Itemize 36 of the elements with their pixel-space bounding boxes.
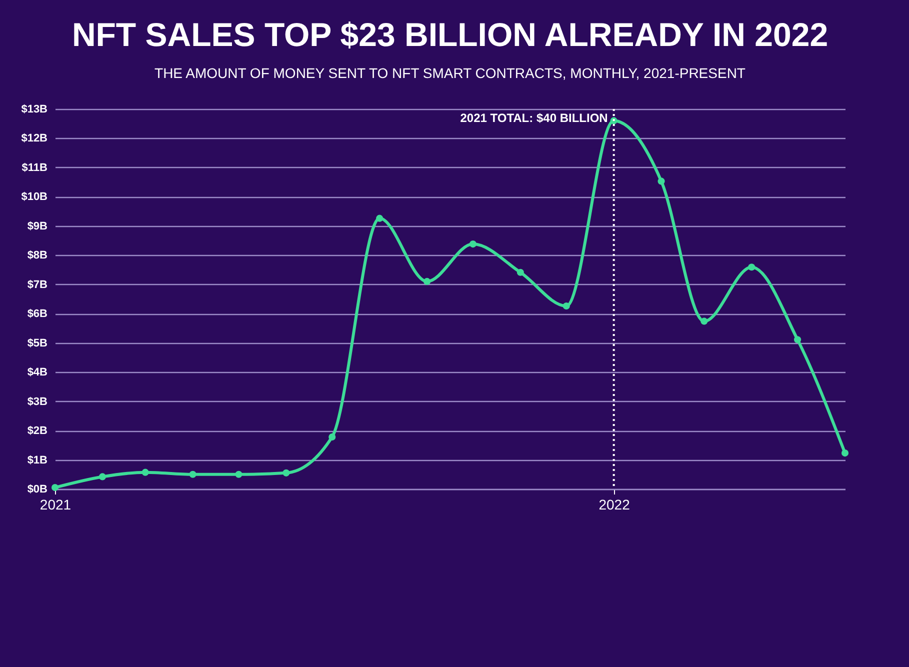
point (282, 469, 290, 476)
y-tick-label: $4B (27, 366, 48, 379)
y-tick-label: $8B (27, 250, 48, 262)
y-tick-label: $3B (27, 396, 48, 408)
point (51, 484, 59, 492)
y-tick-label: $6B (27, 308, 48, 320)
y-tick-label: $5B (27, 337, 48, 350)
point (516, 268, 524, 276)
point (469, 240, 476, 248)
point (142, 468, 149, 476)
point (841, 450, 849, 457)
y-tick-label: $7B (27, 278, 48, 291)
ref-line-label: 2021 TOTAL: $40 BILLION (460, 111, 608, 125)
y-tick-label: $10B (21, 191, 48, 204)
x-tick-label: 2022 (598, 496, 630, 512)
y-tick-label: $13B (21, 104, 48, 116)
y-tick-label: $0B (27, 484, 48, 496)
point (562, 302, 570, 310)
point (98, 473, 106, 480)
point (235, 470, 242, 478)
point (328, 433, 336, 440)
point (700, 318, 708, 325)
x-tick-label: 2021 (40, 496, 72, 512)
point (794, 336, 802, 344)
y-tick-label: $2B (27, 425, 48, 438)
y-tick-label: $1B (27, 454, 48, 466)
chart-title: NFT SALES TOP $23 BILLION ALREADY IN 2022 (72, 16, 828, 53)
chart-subtitle: THE AMOUNT OF MONEY SENT TO NFT SMART CONTRACTS, MONTHLY, 2021-PRESENT (154, 65, 746, 81)
y-tick-label: $9B (27, 220, 48, 232)
point (658, 178, 665, 185)
point (748, 264, 756, 271)
point (376, 214, 384, 222)
point (424, 278, 431, 285)
y-tick-label: $11B (22, 162, 48, 174)
y-tick-label: $12B (21, 132, 48, 145)
point (189, 470, 196, 478)
